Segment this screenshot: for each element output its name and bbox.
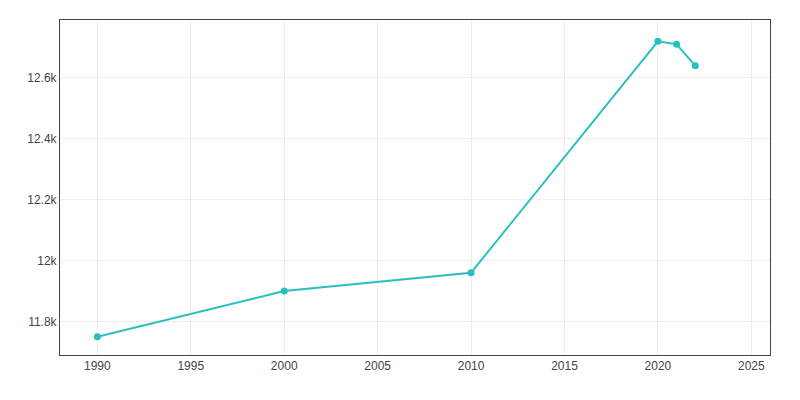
svg-text:11.8k: 11.8k: [28, 315, 57, 329]
svg-text:2005: 2005: [364, 359, 391, 373]
svg-text:1995: 1995: [177, 359, 204, 373]
svg-text:1990: 1990: [84, 359, 111, 373]
svg-text:2020: 2020: [645, 359, 672, 373]
svg-text:12k: 12k: [37, 254, 57, 268]
svg-text:2015: 2015: [551, 359, 578, 373]
svg-text:12.4k: 12.4k: [27, 132, 57, 146]
svg-text:2010: 2010: [458, 359, 485, 373]
svg-text:2025: 2025: [738, 359, 765, 373]
svg-text:2000: 2000: [271, 359, 298, 373]
svg-text:12.6k: 12.6k: [27, 71, 57, 85]
svg-text:12.2k: 12.2k: [27, 193, 57, 207]
